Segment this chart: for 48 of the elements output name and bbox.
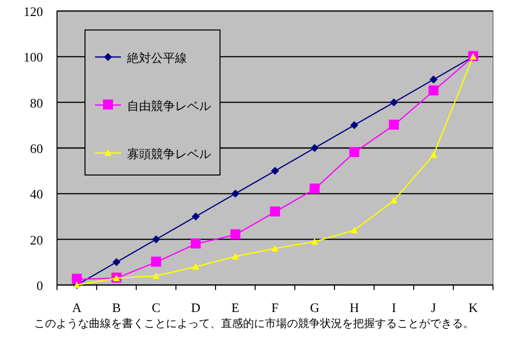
x-tick-label: J [431,300,436,315]
legend-label: 絶対公平線 [126,51,187,65]
point [390,197,398,204]
point [72,274,82,284]
x-tick-label: B [112,300,122,315]
point [430,151,438,158]
point [388,120,399,130]
x-tick-label: F [271,300,279,315]
point [430,76,438,84]
point [231,190,240,198]
point [350,226,358,234]
point [310,144,319,152]
point [192,212,200,220]
y-tick-label: 60 [30,141,43,156]
x-tick-label: C [152,300,160,315]
point [272,244,278,252]
point [311,238,318,245]
text: このような曲線を書くことによって、直感的に市場の競争状況を把握することができる。 [34,317,474,330]
point [270,206,280,216]
point [349,147,360,158]
point [230,229,240,240]
point [390,98,398,106]
y-tick-label: 80 [30,95,43,110]
point [428,85,439,96]
y-tick-label: 120 [24,4,43,19]
y-tick-label: 0 [36,278,43,293]
y-tick-label: 20 [30,232,43,248]
point [310,184,320,194]
point [192,263,200,270]
point [152,272,160,279]
x-tick-label: H [350,300,359,315]
x-tick-label: G [310,300,320,315]
y-tick-label: 100 [24,50,43,65]
point [271,166,279,175]
x-tick-label: D [191,300,200,315]
point [112,258,120,266]
point [232,252,239,260]
x-tick-label: A [72,300,82,315]
legend-label: 寡頭競争レベル [127,147,211,161]
point [151,256,162,267]
legend-label: 自由競争レベル [127,99,211,113]
y-tick-label: 40 [30,186,43,202]
x-tick-label: I [392,300,396,315]
point [152,235,160,244]
x-tick-label: K [468,300,478,315]
point [350,121,358,130]
x-tick-label: E [231,300,240,315]
point [190,238,201,248]
